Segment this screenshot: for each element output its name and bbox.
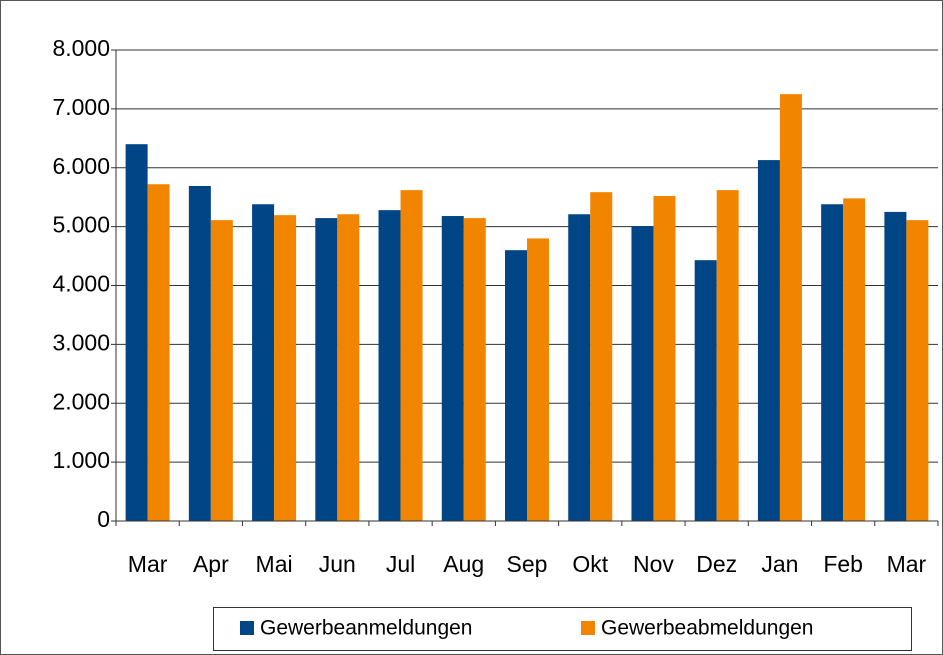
bar <box>147 184 170 522</box>
legend-label: Gewerbeanmeldungen <box>260 617 472 640</box>
bar <box>631 226 654 521</box>
x-tick-label: Sep <box>507 551 548 577</box>
bar <box>843 198 866 522</box>
x-tick-label: Dez <box>696 551 737 577</box>
bar <box>779 94 802 521</box>
bar <box>337 214 360 522</box>
bar <box>252 204 275 521</box>
x-tick-label: Feb <box>823 551 863 577</box>
legend-swatch <box>581 621 595 635</box>
y-tick-label: 5.000 <box>52 212 110 238</box>
bar <box>378 210 401 521</box>
x-tick-label: Mar <box>128 551 168 577</box>
y-tick-label: 8.000 <box>52 35 110 61</box>
x-tick-label: Aug <box>443 551 484 577</box>
x-tick-label: Mai <box>256 551 293 577</box>
x-tick-label: Mar <box>887 551 927 577</box>
bar <box>694 260 717 521</box>
legend-box <box>213 607 912 651</box>
bar <box>716 190 739 521</box>
bar <box>884 211 907 521</box>
bar <box>821 204 844 521</box>
y-tick-label: 2.000 <box>52 388 110 414</box>
y-tick-label: 3.000 <box>52 329 110 355</box>
bar <box>505 250 527 522</box>
bar <box>400 190 423 521</box>
x-tick-label: Jul <box>386 551 415 577</box>
y-tick-label: 6.000 <box>52 153 110 179</box>
x-tick-label: Nov <box>633 551 674 577</box>
y-tick-label: 7.000 <box>52 94 110 120</box>
bar <box>441 216 464 521</box>
legend-swatch <box>240 621 254 635</box>
bar <box>463 218 486 521</box>
y-tick-label: 0 <box>97 506 110 532</box>
bar <box>125 144 148 521</box>
bar <box>653 196 676 521</box>
bar <box>527 238 549 521</box>
x-tick-label: Jun <box>319 551 356 577</box>
bar <box>590 192 613 522</box>
y-tick-label: 1.000 <box>52 447 110 473</box>
y-tick-label: 4.000 <box>52 271 110 297</box>
bar <box>210 220 233 521</box>
legend: Gewerbeanmeldungen Gewerbeabmeldungen <box>213 607 912 651</box>
bar <box>757 160 780 521</box>
x-tick-label: Apr <box>193 551 229 577</box>
bar <box>906 220 929 521</box>
x-tick-label: Okt <box>572 551 608 577</box>
bar <box>568 214 591 522</box>
bar <box>274 215 297 521</box>
legend-label: Gewerbeabmeldungen <box>601 617 813 640</box>
x-tick-label: Jan <box>761 551 798 577</box>
bar <box>315 218 338 521</box>
bar <box>188 186 211 521</box>
